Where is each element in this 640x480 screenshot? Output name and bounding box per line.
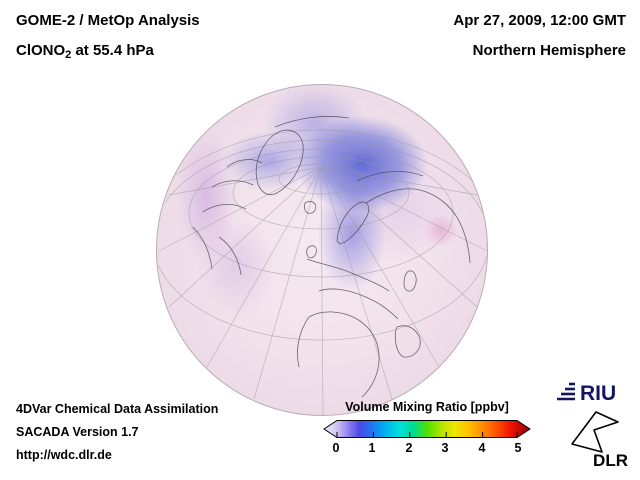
pressure-level: at 55.4 hPa xyxy=(71,42,154,59)
species-subscript: 2 xyxy=(65,49,72,61)
colorbar-title: Volume Mixing Ratio [ppbv] xyxy=(345,400,509,414)
riu-triangle-icon xyxy=(557,382,575,401)
datetime-label: Apr 27, 2009, 12:00 GMT xyxy=(453,12,626,29)
riu-logo: RIU xyxy=(557,382,616,405)
colorbar-tick-label: 1 xyxy=(368,441,376,455)
region-label: Northern Hemisphere xyxy=(472,42,626,59)
colorbar-tick-marks xyxy=(336,432,518,438)
globe-overlay xyxy=(158,116,487,415)
colorbar-tick-label: 4 xyxy=(478,441,486,455)
graticule xyxy=(158,129,487,415)
colorbar-tick-label: 2 xyxy=(405,441,413,455)
colorbar-tick-label: 0 xyxy=(332,441,340,455)
coastlines xyxy=(192,116,471,398)
riu-logo-text: RIU xyxy=(580,382,616,405)
colorbar xyxy=(323,420,531,438)
analysis-title: GOME-2 / MetOp Analysis xyxy=(16,12,200,29)
version-label: SACADA Version 1.7 xyxy=(16,425,139,439)
assimilation-label: 4DVar Chemical Data Assimilation xyxy=(16,402,219,416)
dlr-logo-text: DLR xyxy=(593,451,628,468)
dlr-logo: DLR xyxy=(571,411,628,468)
species-level-title: ClONO2 at 55.4 hPa xyxy=(16,42,154,61)
dlr-bird-icon xyxy=(571,411,619,453)
colorbar-tick-label: 3 xyxy=(441,441,449,455)
colorbar-tick-label: 5 xyxy=(514,441,522,455)
species-name: ClONO xyxy=(16,42,66,59)
url-label: http://wdc.dlr.de xyxy=(16,448,112,462)
globe-map xyxy=(156,84,488,416)
colorbar-gradient-bar xyxy=(323,420,531,438)
